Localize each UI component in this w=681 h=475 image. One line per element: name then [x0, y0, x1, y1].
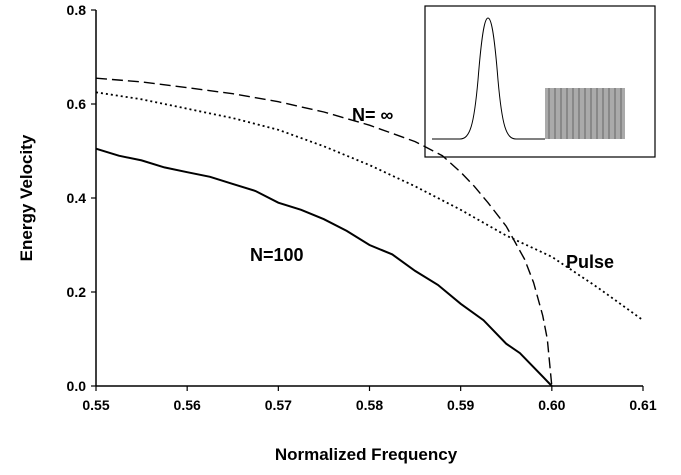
annotation: Pulse [566, 252, 614, 272]
annotation: N= ∞ [352, 105, 394, 125]
series-line [95, 77, 553, 387]
series-line [95, 147, 553, 387]
inset [424, 5, 656, 158]
x-tick-label: 0.58 [356, 397, 383, 413]
annotation: N=100 [250, 245, 304, 265]
y-axis-title: Energy Velocity [17, 134, 36, 261]
x-tick-label: 0.57 [265, 397, 292, 413]
x-tick-label: 0.61 [629, 397, 656, 413]
x-axis-title: Normalized Frequency [275, 445, 458, 464]
x-tick-label: 0.60 [538, 397, 565, 413]
y-tick-label: 0.2 [67, 284, 87, 300]
x-tick-label: 0.55 [82, 397, 109, 413]
y-tick-label: 0.4 [67, 190, 87, 206]
x-tick-label: 0.59 [447, 397, 474, 413]
inset-wave [545, 88, 625, 139]
y-tick-label: 0.0 [67, 378, 87, 394]
inset-pulse [432, 17, 545, 140]
y-tick-label: 0.6 [67, 96, 87, 112]
y-tick-label: 0.8 [67, 2, 87, 18]
x-tick-label: 0.56 [174, 397, 201, 413]
